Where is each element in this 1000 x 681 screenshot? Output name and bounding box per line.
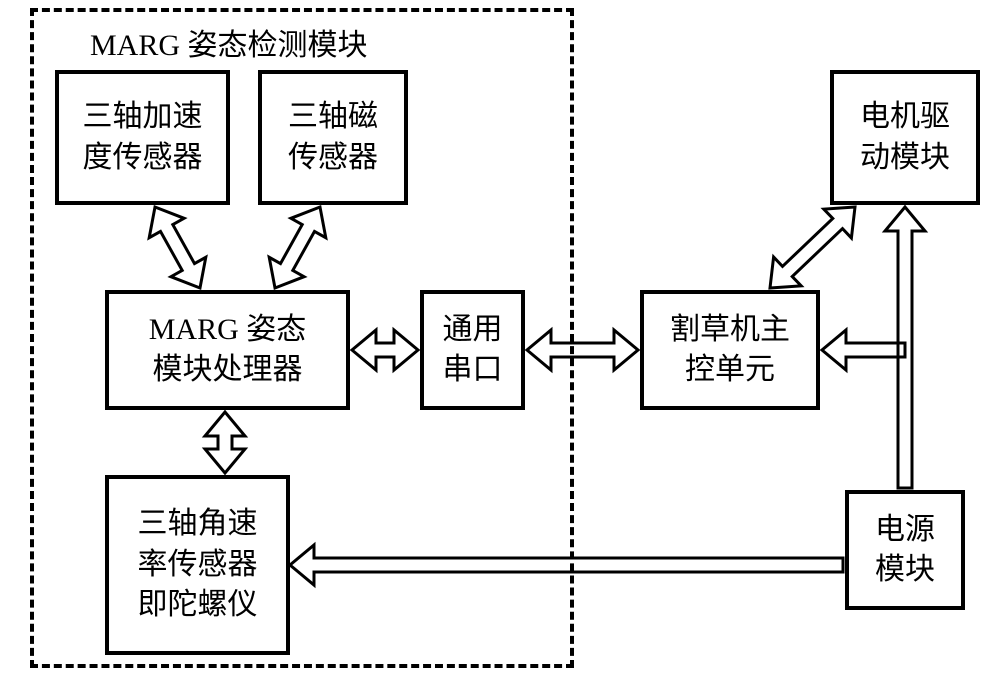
arrow-mcu-motor [770,207,855,288]
label-power: 电源模块 [875,510,935,591]
box-marg-processor: MARG 姿态模块处理器 [105,290,350,410]
marg-module-title: MARG 姿态检测模块 [90,20,368,64]
label-mcu: 割草机主控单元 [670,310,790,391]
diagram-canvas: MARG 姿态检测模块 三轴加速度传感器 三轴磁传感器 MARG 姿态模块处理器… [0,0,1000,681]
box-gyro: 三轴角速率传感器即陀螺仪 [105,475,290,655]
arrow-power-mcu [822,330,905,370]
box-serial-port: 通用串口 [420,290,525,410]
box-mag-sensor: 三轴磁传感器 [258,70,408,205]
box-motor-drive: 电机驱动模块 [830,70,980,205]
arrow-power-motor [885,207,925,488]
box-accel-sensor: 三轴加速度传感器 [55,70,230,205]
label-mag: 三轴磁传感器 [288,97,378,178]
box-power: 电源模块 [845,490,965,610]
label-accel: 三轴加速度传感器 [83,97,203,178]
label-gyro: 三轴角速率传感器即陀螺仪 [138,504,258,626]
label-motor: 电机驱动模块 [860,97,950,178]
label-marg: MARG 姿态模块处理器 [149,310,307,391]
box-mcu: 割草机主控单元 [640,290,820,410]
label-serial: 通用串口 [443,310,503,391]
